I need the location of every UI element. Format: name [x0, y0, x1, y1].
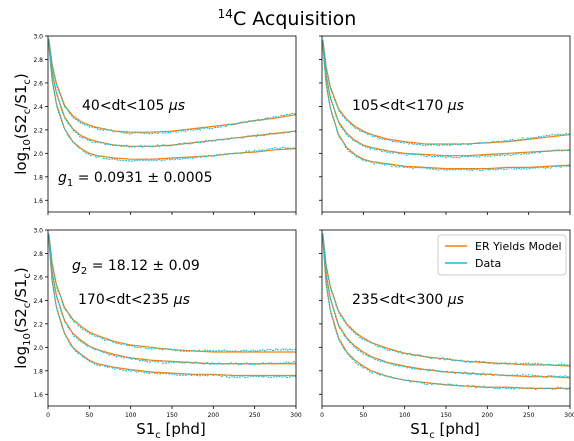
- y-tick-label: 2.0: [33, 151, 43, 158]
- x-tick-label: 0: [46, 412, 50, 419]
- x-tick-label: 150: [440, 412, 452, 419]
- plot-area: [48, 233, 296, 379]
- panel-bottom-right: 0 50 100 150 200 250 300: [319, 229, 574, 419]
- data-curve-0: [48, 233, 296, 353]
- y-axis-label-bottom: log10(S2c/S1c): [12, 267, 33, 369]
- legend-label-model: ER Yields Model: [475, 240, 562, 253]
- y-tick-label: 2.2: [33, 321, 43, 328]
- dt-range-label-top-left: 40<dt<105 μs: [82, 98, 185, 114]
- y-tick-label: 1.6: [33, 198, 43, 205]
- y-tick-label: 1.6: [33, 392, 43, 399]
- y-tick-label: 2.2: [33, 127, 43, 134]
- x-tick-label: 150: [166, 412, 178, 419]
- data-curve-2: [322, 44, 570, 172]
- y-tick-label: 2.4: [33, 298, 43, 305]
- y-tick-label: 2.8: [33, 57, 43, 64]
- data-curve-0: [322, 233, 570, 367]
- dt-range-label-top-right: 105<dt<170 μs: [352, 98, 464, 114]
- plot-area: [322, 233, 570, 391]
- y-tick-label: 3.0: [33, 34, 43, 41]
- y-axis-label-top: log10(S2c/S1c): [12, 73, 33, 175]
- legend-label-data: Data: [475, 257, 501, 270]
- data-curve-0: [322, 40, 570, 147]
- data-curve-0: [48, 38, 296, 135]
- x-tick-label: 250: [249, 412, 261, 419]
- title-main: C Acquisition: [233, 8, 356, 30]
- x-axis-label-left: S1c [phd]: [136, 420, 206, 441]
- x-tick-label: 200: [208, 412, 220, 419]
- x-tick-label: 200: [482, 412, 494, 419]
- x-tick-label: 0: [320, 412, 324, 419]
- y-tick-label: 2.8: [33, 251, 43, 258]
- plot-area: [322, 39, 570, 172]
- x-tick-label: 100: [399, 412, 411, 419]
- title-superscript: 14: [218, 7, 233, 21]
- model-curve-0: [322, 39, 570, 145]
- y-tick-label: 2.6: [33, 80, 43, 87]
- data-curve-1: [322, 236, 570, 379]
- x-tick-label: 250: [523, 412, 535, 419]
- axes-frame: [47, 229, 297, 407]
- data-curve-1: [322, 41, 570, 159]
- model-curve-2: [322, 44, 570, 170]
- data-curve-2: [48, 43, 296, 162]
- y-tick-label: 2.4: [33, 104, 43, 111]
- legend: ER Yields Model Data: [437, 234, 567, 276]
- data-curve-2: [48, 238, 296, 379]
- dt-range-label-bottom-right: 235<dt<300 μs: [352, 292, 464, 308]
- x-tick-label: 50: [360, 412, 368, 419]
- dt-range-label-bottom-left: 170<dt<235 μs: [78, 292, 190, 308]
- data-curve-1: [48, 235, 296, 366]
- plot-area: [48, 38, 296, 162]
- panel-top-left: 1.6 1.8 2.0 2.2 2.4 2.6 2.8 3.0: [33, 34, 297, 215]
- g2-annotation: g2 = 18.12 ± 0.09: [72, 258, 200, 277]
- y-tick-label: 1.8: [33, 174, 43, 181]
- data-curve-2: [322, 238, 570, 391]
- x-axis-label-right: S1c [phd]: [410, 420, 480, 441]
- y-tick-label: 2.0: [33, 345, 43, 352]
- y-tick-label: 3.0: [33, 228, 43, 235]
- figure-title: 14C Acquisition: [218, 7, 357, 30]
- x-tick-label: 100: [125, 412, 137, 419]
- x-tick-label: 300: [290, 412, 302, 419]
- x-tick-label: 50: [86, 412, 94, 419]
- data-curve-1: [48, 41, 296, 149]
- model-curve-0: [48, 39, 296, 133]
- axes-frame: [321, 35, 571, 213]
- legend-box: [437, 234, 567, 276]
- y-tick-label: 2.6: [33, 274, 43, 281]
- g1-annotation: g1 = 0.0931 ± 0.0005: [58, 170, 213, 189]
- panel-top-right: [319, 35, 571, 215]
- panel-bottom-left: 1.6 1.8 2.0 2.2 2.4 2.6 2.8 3.0 0 50 100 150 200 250 3…: [33, 228, 301, 420]
- y-tick-label: 1.8: [33, 368, 43, 375]
- x-tick-label: 300: [564, 412, 574, 419]
